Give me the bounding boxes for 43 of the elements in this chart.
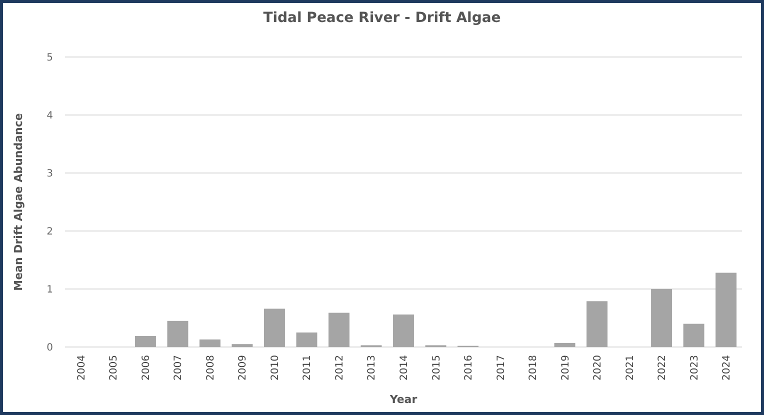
x-tick-label: 2022 [657, 355, 668, 380]
x-tick-label: 2009 [238, 355, 249, 380]
bar [651, 289, 672, 347]
x-tick-label: 2011 [302, 355, 314, 380]
x-tick-label: 2017 [496, 355, 507, 380]
x-tick-label: 2013 [366, 355, 378, 380]
bar [167, 320, 188, 347]
x-tick-label: 2019 [560, 355, 572, 380]
y-tick-label: 2 [46, 226, 53, 238]
y-tick-label: 4 [46, 110, 53, 122]
x-tick-label: 2006 [140, 355, 152, 380]
x-tick-label: 2020 [592, 355, 604, 380]
x-tick-label: 2005 [108, 355, 120, 380]
bar [264, 308, 285, 347]
bar [683, 324, 704, 347]
x-tick-label: 2008 [205, 355, 216, 380]
x-tick-label: 2010 [270, 355, 281, 380]
x-tick-label: 2012 [334, 355, 346, 380]
x-tick-label: 2021 [624, 355, 636, 380]
x-tick-label: 2014 [399, 355, 410, 380]
chart-title: Tidal Peace River - Drift Algae [263, 10, 501, 26]
y-tick-label: 0 [46, 342, 53, 354]
bar [296, 332, 318, 347]
bar [328, 312, 350, 347]
y-tick-label: 5 [46, 52, 53, 64]
y-tick-label: 1 [46, 284, 53, 296]
bar [393, 314, 414, 347]
bar [134, 336, 156, 347]
x-tick-label: 2007 [173, 355, 184, 380]
bar [199, 339, 220, 347]
x-tick-label: 2023 [689, 355, 700, 380]
bar [554, 342, 576, 347]
x-tick-label: 2004 [76, 355, 88, 380]
x-tick-label: 2015 [431, 355, 442, 380]
x-axis-title: Year [388, 393, 418, 406]
y-tick-label: 3 [46, 168, 53, 180]
bar [232, 344, 253, 347]
y-axis-title: Mean Drift Algae Abundance [12, 113, 25, 291]
bar [586, 301, 608, 347]
x-tick-label: 2016 [464, 355, 475, 380]
bar [716, 272, 737, 347]
x-tick-label: 2018 [528, 355, 540, 380]
x-tick-label: 2024 [722, 355, 733, 380]
